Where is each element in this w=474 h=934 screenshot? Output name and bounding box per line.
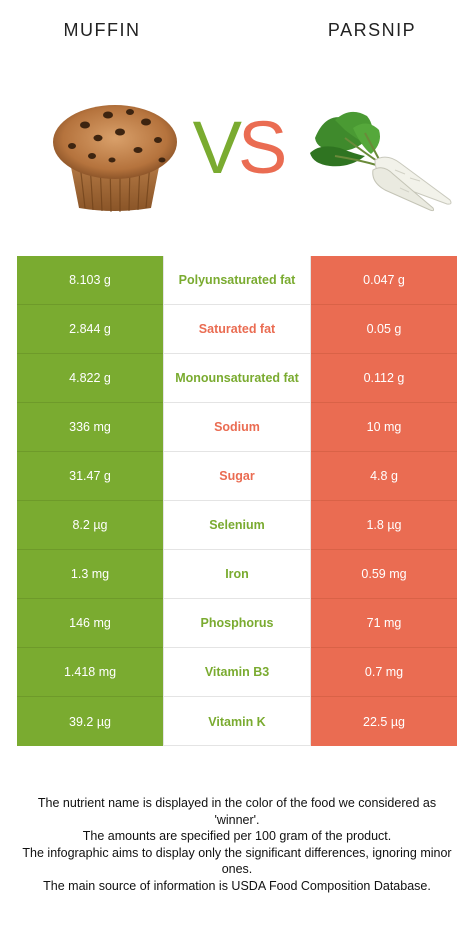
nutrient-name: Polyunsaturated fat [163, 256, 311, 305]
table-row: 336 mg Sodium 10 mg [17, 403, 457, 452]
table-row: 39.2 µg Vitamin K 22.5 µg [17, 697, 457, 746]
left-value: 8.2 µg [17, 501, 163, 550]
right-value: 4.8 g [311, 452, 457, 501]
vs-s: S [238, 106, 287, 189]
right-value: 0.047 g [311, 256, 457, 305]
nutrient-name: Vitamin B3 [163, 648, 311, 697]
left-value: 1.418 mg [17, 648, 163, 697]
vs-v: V [192, 106, 242, 189]
right-value: 71 mg [311, 599, 457, 648]
left-value: 146 mg [17, 599, 163, 648]
nutrient-name: Iron [163, 550, 311, 599]
left-value: 39.2 µg [17, 697, 163, 746]
table-row: 1.418 mg Vitamin B3 0.7 mg [17, 648, 457, 697]
table-row: 8.2 µg Selenium 1.8 µg [17, 501, 457, 550]
table-row: 31.47 g Sugar 4.8 g [17, 452, 457, 501]
right-value: 0.7 mg [311, 648, 457, 697]
table-row: 146 mg Phosphorus 71 mg [17, 599, 457, 648]
muffin-image [53, 105, 177, 213]
left-value: 336 mg [17, 403, 163, 452]
footer-notes: The nutrient name is displayed in the co… [15, 795, 459, 894]
right-value: 0.05 g [311, 305, 457, 354]
footer-line-2: The amounts are specified per 100 gram o… [82, 829, 392, 843]
nutrient-name: Vitamin K [163, 697, 311, 746]
table-row: 4.822 g Monounsaturated fat 0.112 g [17, 354, 457, 403]
table-row: 8.103 g Polyunsaturated fat 0.047 g [17, 256, 457, 305]
nutrient-name: Monounsaturated fat [163, 354, 311, 403]
nutrient-name: Sodium [163, 403, 311, 452]
nutrient-name: Saturated fat [163, 305, 311, 354]
comparison-table: 8.103 g Polyunsaturated fat 0.047 g 2.844 g… [17, 256, 457, 746]
right-value: 1.8 µg [311, 501, 457, 550]
right-value: 0.59 mg [311, 550, 457, 599]
left-value: 4.822 g [17, 354, 163, 403]
table-row: 1.3 mg Iron 0.59 mg [17, 550, 457, 599]
left-value: 8.103 g [17, 256, 163, 305]
footer-line-4: The main source of information is USDA F… [43, 878, 431, 893]
vs-label: VS [188, 108, 288, 188]
right-food-title: PARSNIP [327, 20, 417, 40]
right-value: 22.5 µg [311, 697, 457, 746]
footer-line-1: The nutrient name is displayed in the co… [37, 796, 437, 827]
right-value: 10 mg [311, 403, 457, 452]
nutrient-name: Sugar [163, 452, 311, 501]
left-value: 1.3 mg [17, 550, 163, 599]
right-value: 0.112 g [311, 354, 457, 403]
left-food-title: MUFFIN [63, 20, 141, 40]
nutrient-name: Selenium [163, 501, 311, 550]
table-row: 2.844 g Saturated fat 0.05 g [17, 305, 457, 354]
nutrient-name: Phosphorus [163, 599, 311, 648]
left-value: 31.47 g [17, 452, 163, 501]
parsnip-image [310, 111, 452, 212]
left-value: 2.844 g [17, 305, 163, 354]
footer-line-3: The infographic aims to display only the… [22, 845, 452, 877]
